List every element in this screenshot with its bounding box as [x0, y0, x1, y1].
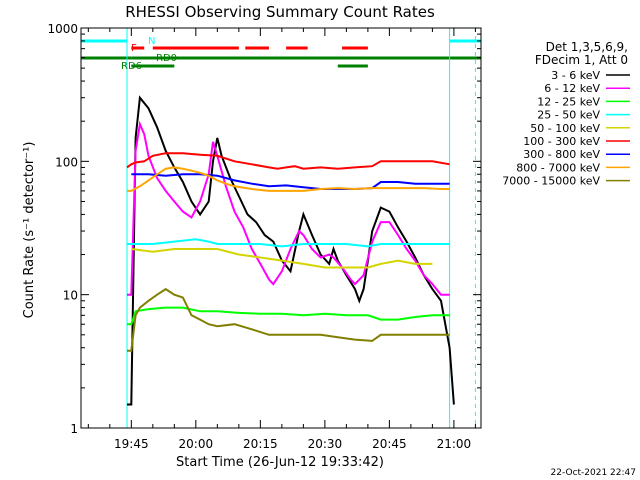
x-tick-label: 20:45 — [372, 437, 407, 451]
series-line-5 — [126, 152, 450, 170]
flag-label-rd0: RD0 — [156, 53, 177, 64]
y-axis-ticks: 1 10 100 1000 — [47, 22, 481, 436]
x-tick-label: 20:15 — [243, 437, 278, 451]
legend-label: 25 - 50 keV — [537, 109, 600, 122]
x-axis-ticks: 19:45 20:00 20:15 20:30 20:45 21:00 — [87, 28, 476, 451]
y-tick-label: 1 — [70, 422, 78, 436]
legend-label: 12 - 25 keV — [537, 95, 600, 108]
y-tick-label: 100 — [55, 155, 78, 169]
x-tick-label: 20:30 — [308, 437, 343, 451]
chart-title: RHESSI Observing Summary Count Rates — [125, 3, 435, 21]
flag-label-n: N — [148, 36, 155, 47]
legend-header-line-2: FDecim 1, Att 0 — [535, 53, 628, 67]
y-tick-label: 1000 — [47, 22, 78, 36]
series-line-7 — [127, 166, 450, 192]
series-line-1 — [127, 120, 450, 296]
plot-frame — [80, 27, 482, 429]
legend-label: 50 - 100 keV — [530, 122, 600, 135]
legend-label: 3 - 6 keV — [551, 69, 600, 82]
legend-label: 6 - 12 keV — [544, 82, 600, 95]
legend-label: 800 - 7000 keV — [516, 161, 600, 174]
series-line-3 — [127, 238, 450, 248]
flag-bars — [81, 28, 481, 428]
x-tick-label: 20:00 — [179, 437, 214, 451]
data-series — [126, 95, 455, 406]
legend-header-line-1: Det 1,3,5,6,9, — [546, 40, 628, 54]
flag-label-f: F — [131, 43, 137, 54]
series-line-8 — [127, 287, 450, 352]
footer-datestamp: 22-Oct-2021 22:47 — [551, 468, 636, 478]
series-line-4 — [131, 248, 433, 269]
series-line-2 — [127, 306, 450, 326]
x-tick-label: 21:00 — [437, 437, 472, 451]
legend-label: 100 - 300 keV — [523, 135, 600, 148]
x-axis-label: Start Time (26-Jun-12 19:33:42) — [176, 455, 384, 470]
legend-label: 7000 - 15000 keV — [502, 175, 600, 188]
x-tick-label: 19:45 — [114, 437, 149, 451]
legend-label: 300 - 800 keV — [523, 148, 600, 161]
y-axis-label: Count Rate (s⁻¹ detector⁻¹) — [22, 142, 37, 319]
legend: Det 1,3,5,6,9, FDecim 1, Att 0 3 - 6 keV… — [502, 40, 630, 188]
series-line-6 — [131, 173, 450, 190]
y-tick-label: 10 — [63, 289, 78, 303]
flag-label-rd6: RD6 — [121, 61, 142, 72]
